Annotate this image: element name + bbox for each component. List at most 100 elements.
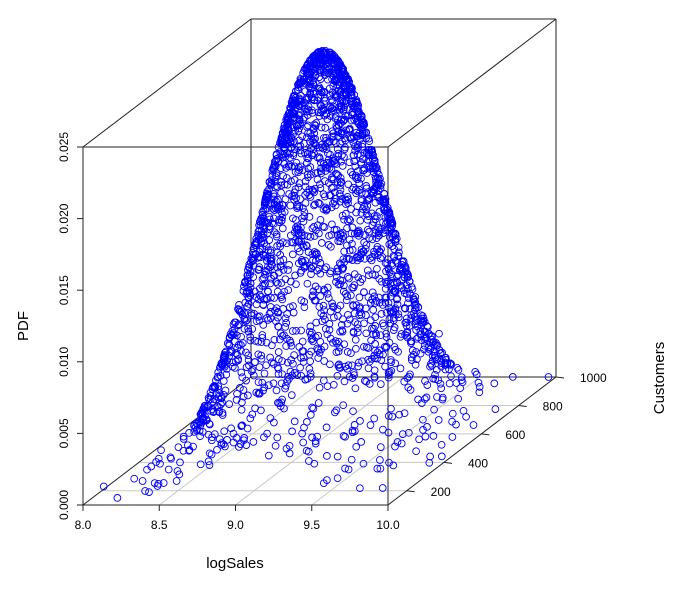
data-point	[345, 126, 353, 134]
data-point	[241, 298, 250, 307]
data-point	[382, 267, 390, 276]
data-point	[270, 161, 279, 170]
data-point	[312, 226, 320, 235]
data-point	[138, 477, 147, 485]
data-point	[411, 304, 420, 312]
data-point	[277, 216, 286, 225]
data-point	[454, 394, 463, 403]
data-point	[374, 229, 383, 238]
data-point	[245, 361, 253, 370]
data-point	[332, 406, 341, 415]
data-point	[327, 107, 336, 116]
data-point	[199, 416, 208, 425]
data-point	[278, 153, 287, 162]
data-point	[236, 384, 244, 392]
data-point	[330, 197, 339, 206]
data-point	[388, 284, 397, 293]
data-point	[437, 384, 446, 393]
data-point	[326, 150, 334, 159]
data-point	[437, 452, 446, 461]
data-point	[339, 117, 348, 126]
data-point	[213, 402, 222, 410]
data-point	[421, 377, 429, 385]
data-point	[192, 426, 201, 435]
data-point	[303, 111, 312, 120]
data-point	[363, 215, 372, 224]
data-point	[319, 301, 328, 310]
data-point	[293, 204, 301, 213]
data-point	[300, 208, 309, 216]
data-point	[317, 164, 325, 172]
data-point	[280, 135, 289, 144]
data-point	[453, 363, 462, 372]
data-point	[214, 393, 223, 401]
data-point	[288, 427, 296, 436]
data-point	[244, 324, 252, 333]
data-point	[448, 433, 457, 441]
data-point	[352, 301, 361, 309]
data-point	[286, 153, 295, 162]
data-point	[308, 151, 316, 160]
data-point	[394, 347, 402, 356]
data-point	[314, 199, 323, 207]
data-point	[315, 112, 324, 120]
data-point	[401, 304, 410, 313]
data-point	[385, 315, 394, 324]
data-point	[329, 302, 337, 311]
data-point	[198, 409, 207, 418]
data-point	[339, 287, 348, 296]
data-point	[260, 383, 269, 392]
data-point	[314, 399, 323, 407]
x-tick-label: 9.5	[303, 518, 320, 532]
data-point	[490, 379, 499, 388]
data-point	[349, 151, 358, 160]
data-point	[410, 309, 418, 318]
data-point	[241, 317, 250, 325]
data-point	[319, 479, 328, 488]
data-point	[306, 163, 315, 171]
data-point	[371, 340, 379, 348]
data-point	[241, 278, 250, 286]
data-point	[345, 235, 354, 244]
data-point	[298, 337, 307, 346]
y-tick-label: 800	[543, 399, 563, 413]
data-point	[274, 205, 282, 214]
data-point	[448, 409, 457, 418]
data-point	[277, 379, 286, 388]
data-point	[312, 318, 321, 327]
data-point	[343, 192, 352, 201]
data-point	[413, 355, 421, 364]
z-axis-label: PDF	[15, 311, 32, 341]
data-point	[297, 371, 306, 380]
data-point	[394, 251, 403, 260]
data-point	[362, 377, 371, 386]
data-point	[316, 184, 325, 192]
data-point	[285, 190, 293, 198]
data-point	[412, 447, 420, 456]
data-point	[353, 187, 362, 196]
data-point	[349, 301, 357, 309]
data-point	[274, 202, 282, 211]
data-point	[261, 279, 269, 288]
data-point	[233, 331, 241, 340]
data-point	[248, 325, 257, 333]
data-point	[301, 199, 310, 207]
data-point	[342, 75, 350, 84]
data-point	[319, 105, 328, 113]
data-point	[385, 458, 393, 467]
data-point	[249, 371, 258, 380]
data-point	[356, 216, 365, 225]
data-point	[340, 377, 349, 386]
data-point	[350, 371, 358, 379]
data-point	[282, 164, 290, 172]
data-point	[414, 333, 423, 342]
data-point	[272, 182, 281, 190]
data-point	[373, 354, 381, 363]
data-point	[402, 281, 411, 290]
data-point	[386, 307, 395, 316]
data-point	[308, 250, 317, 259]
data-point	[236, 308, 245, 317]
data-point	[404, 428, 413, 437]
data-point	[300, 303, 309, 312]
data-point	[319, 376, 328, 385]
